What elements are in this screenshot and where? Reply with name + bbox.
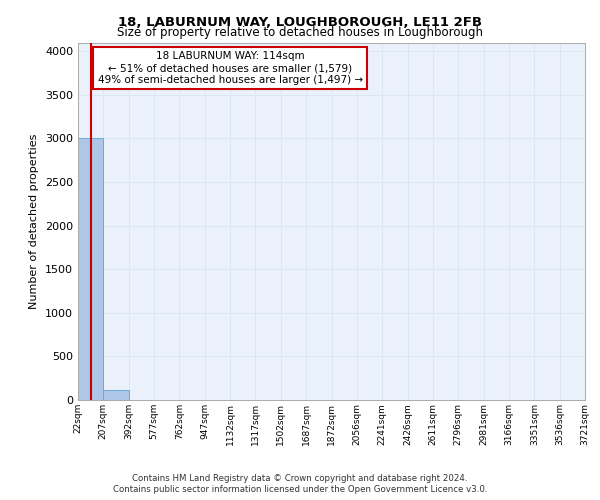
Bar	[103, 390, 128, 400]
Y-axis label: Number of detached properties: Number of detached properties	[29, 134, 40, 309]
Text: Contains HM Land Registry data © Crown copyright and database right 2024.
Contai: Contains HM Land Registry data © Crown c…	[113, 474, 487, 494]
Text: 18 LABURNUM WAY: 114sqm
← 51% of detached houses are smaller (1,579)
49% of semi: 18 LABURNUM WAY: 114sqm ← 51% of detache…	[98, 52, 362, 84]
Bar	[78, 138, 103, 400]
Text: Size of property relative to detached houses in Loughborough: Size of property relative to detached ho…	[117, 26, 483, 39]
Text: 18, LABURNUM WAY, LOUGHBOROUGH, LE11 2FB: 18, LABURNUM WAY, LOUGHBOROUGH, LE11 2FB	[118, 16, 482, 29]
